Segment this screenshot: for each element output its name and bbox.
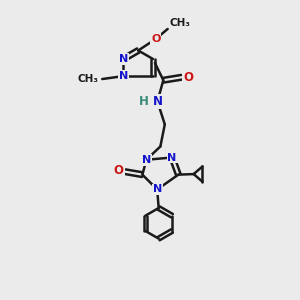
Text: N: N <box>119 54 128 64</box>
Text: N: N <box>167 152 177 163</box>
Text: N: N <box>153 184 162 194</box>
Text: CH₃: CH₃ <box>78 74 99 84</box>
Text: CH₃: CH₃ <box>169 17 190 28</box>
Text: H: H <box>139 95 149 108</box>
Text: O: O <box>183 71 193 84</box>
Text: N: N <box>142 155 151 165</box>
Text: O: O <box>151 34 160 44</box>
Text: N: N <box>119 71 128 81</box>
Text: N: N <box>152 95 162 108</box>
Text: O: O <box>114 164 124 177</box>
